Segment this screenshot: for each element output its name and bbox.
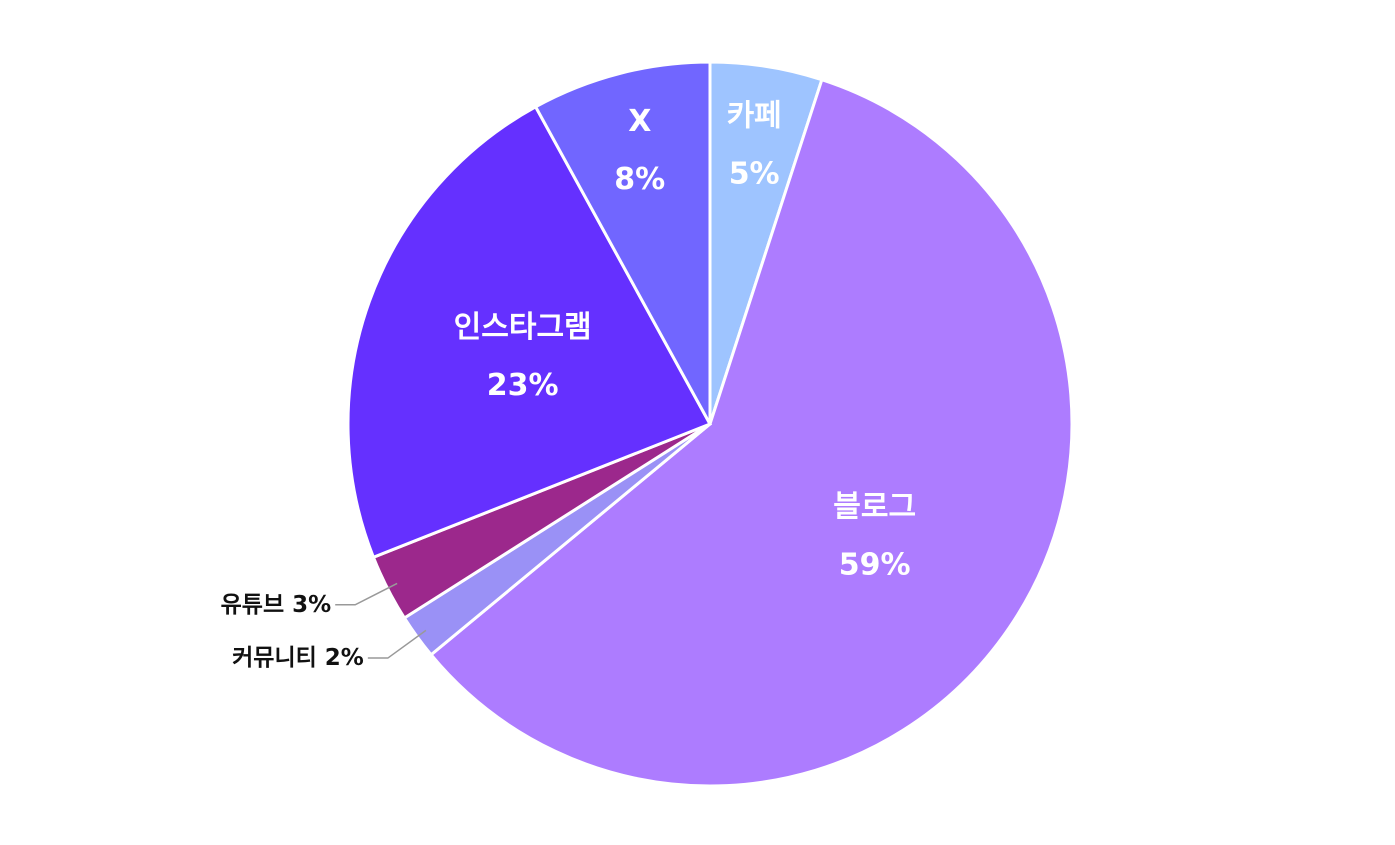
slice-label: X — [628, 104, 651, 139]
outside-label-value: 3% — [292, 591, 331, 617]
outside-label-name: 커뮤니티 — [232, 645, 317, 671]
slice-value-label: 59% — [839, 547, 911, 582]
slice-label: 인스타그램 — [454, 310, 592, 345]
leader-line — [335, 582, 398, 606]
outside-label: 커뮤니티 2% — [232, 645, 364, 671]
pie-slice — [346, 104, 713, 560]
pie-slice — [533, 60, 712, 425]
slice-value-label: 23% — [487, 368, 559, 403]
outside-label-name: 유튜브 — [221, 591, 284, 617]
pie-slice — [428, 77, 1074, 788]
outside-label: 유튜브 3% — [221, 591, 332, 617]
slice-label: 블로그 — [833, 489, 916, 524]
slice-label: 카페 — [727, 99, 782, 134]
slice-value-label: 8% — [614, 162, 665, 197]
outside-label-value: 2% — [325, 645, 364, 671]
slice-value-label: 5% — [729, 157, 780, 192]
leader-line — [367, 629, 427, 659]
